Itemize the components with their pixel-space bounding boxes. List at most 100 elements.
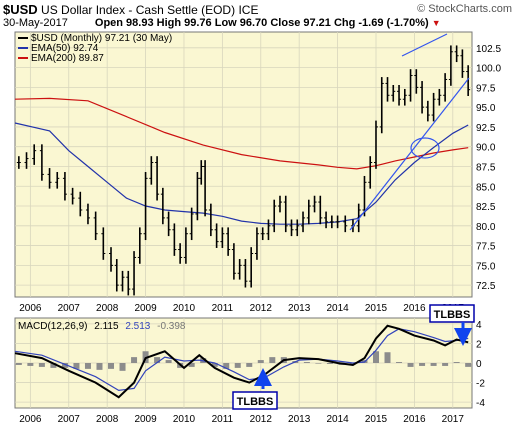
macd-hist-bar — [315, 363, 322, 364]
macd-hist-bar — [384, 352, 391, 363]
macd-title: MACD(12,26,9) — [18, 321, 87, 332]
price-y-tick: 80.0 — [476, 222, 496, 233]
price-y-tick: 77.5 — [476, 242, 496, 253]
ohlc-text: Open 98.93 High 99.76 Low 96.70 Close 97… — [94, 17, 429, 29]
legend-price: $USD (Monthly) 97.21 (30 May) — [31, 33, 172, 44]
tlbbs-upper-label: TLBBS — [434, 309, 471, 321]
macd-hist-bar — [96, 363, 103, 370]
price-x-tick-2013: 2013 — [288, 303, 311, 314]
macd-hist-bar — [407, 363, 414, 367]
price-y-tick: 102.5 — [476, 44, 501, 55]
chart-header-line1: $USD US Dollar Index - Cash Settle (EOD)… — [3, 2, 258, 17]
macd-x-tick-2017: 2017 — [442, 414, 465, 425]
macd-hist-bar — [223, 363, 230, 369]
hist-value: -0.398 — [157, 321, 186, 332]
trendline-support — [349, 77, 470, 231]
price-x-tick-2011: 2011 — [212, 303, 234, 314]
macd-x-tick-2014: 2014 — [326, 414, 349, 425]
price-y-tick: 90.0 — [476, 143, 496, 154]
tlbbs-lower-label: TLBBS — [237, 396, 274, 408]
description: US Dollar Index - Cash Settle (EOD) — [41, 3, 236, 17]
macd-x-tick-2010: 2010 — [173, 414, 196, 425]
macd-x-ticks: 2006 2007 2008 2009 2010 2011 2012 2013 2014 2015… — [19, 414, 464, 425]
macd-hist-bar — [50, 363, 57, 368]
price-y-tick: 100.0 — [476, 64, 501, 75]
price-x-tick-2007: 2007 — [58, 303, 81, 314]
macd-hist-bar — [73, 363, 80, 369]
price-bars — [16, 45, 471, 296]
price-legend: $USD (Monthly) 97.21 (30 May) EMA(50) 92… — [18, 33, 172, 64]
macd-hist-bar — [84, 363, 91, 369]
exchange: ICE — [238, 3, 259, 17]
price-x-tick-2012: 2012 — [250, 303, 273, 314]
macd-hist-bar — [442, 363, 449, 366]
macd-legend: MACD(12,26,9) 2.115 2.513 -0.398 — [18, 321, 186, 332]
price-panel — [14, 31, 473, 298]
macd-hist-bar — [419, 363, 426, 366]
tlbbs-callout-upper: TLBBS — [429, 304, 475, 323]
symbol: $USD — [3, 2, 38, 17]
macd-hist-bar — [453, 362, 460, 363]
chart-header-line2: 30-May-2017 Open 98.93 High 99.76 Low 96… — [3, 17, 441, 29]
price-x-tick-2016: 2016 — [403, 303, 426, 314]
macd-hist-bar — [108, 363, 115, 369]
macd-hist-bar — [465, 363, 472, 367]
macd-y-tick: -4 — [476, 398, 485, 409]
price-y-tick: 85.0 — [476, 182, 496, 193]
macd-x-tick-2012: 2012 — [250, 414, 273, 425]
price-y-tick: 82.5 — [476, 202, 496, 213]
price-y-tick: 75.0 — [476, 261, 496, 272]
macd-x-tick-2007: 2007 — [58, 414, 81, 425]
macd-x-tick-2009: 2009 — [134, 414, 157, 425]
macd-hist-bar — [15, 363, 22, 365]
signal-value: 2.513 — [125, 321, 150, 332]
chg-arrow-icon: ▼ — [431, 18, 441, 28]
price-x-tick-2014: 2014 — [326, 303, 349, 314]
crossover-ellipse — [410, 137, 440, 159]
macd-hist-bar — [372, 351, 379, 363]
macd-hist-bar — [61, 363, 68, 368]
legend-ema50: EMA(50) 92.74 — [31, 43, 99, 54]
price-y-tick: 92.5 — [476, 123, 496, 134]
macd-hist-bar — [430, 363, 437, 366]
macd-y-tick: 2 — [476, 339, 482, 350]
macd-x-tick-2016: 2016 — [403, 414, 426, 425]
macd-y-tick: 4 — [476, 320, 482, 331]
price-x-tick-2009: 2009 — [134, 303, 157, 314]
macd-x-tick-2006: 2006 — [19, 414, 42, 425]
macd-hist-bar — [303, 362, 310, 363]
macd-x-tick-2015: 2015 — [365, 414, 388, 425]
ema50-line — [14, 122, 469, 225]
macd-hist-bar — [188, 363, 195, 367]
watermark: © StockCharts.com — [417, 3, 512, 15]
macd-hist-bar — [257, 360, 264, 363]
price-x-tick-2006: 2006 — [19, 303, 42, 314]
price-x-ticks: 2006 2007 2008 2009 2010 2011 2012 2013 2014 2015… — [19, 303, 464, 314]
macd-y-tick: 0 — [476, 359, 482, 370]
macd-hist-bar — [38, 363, 45, 367]
price-y-tick: 97.5 — [476, 83, 496, 94]
macd-x-tick-2013: 2013 — [288, 414, 311, 425]
price-y-tick: 87.5 — [476, 162, 496, 173]
price-y-tick: 95.0 — [476, 103, 496, 114]
macd-y-tick: -2 — [476, 379, 485, 390]
price-x-tick-2008: 2008 — [96, 303, 119, 314]
date-label: 30-May-2017 — [3, 17, 68, 29]
tlbbs-callout-lower: TLBBS — [232, 391, 278, 410]
trendline-upper — [401, 33, 448, 57]
macd-hist-bar — [211, 363, 218, 367]
macd-hist-bar — [119, 363, 126, 371]
macd-y-ticks: -4 -2 0 2 4 — [476, 320, 485, 409]
macd-hist-bar — [27, 363, 34, 366]
macd-hist-bar — [396, 362, 403, 363]
price-grid — [15, 32, 472, 297]
macd-hist-bar — [234, 363, 241, 368]
price-x-tick-2010: 2010 — [173, 303, 196, 314]
macd-hist-bar — [246, 363, 253, 367]
legend-ema200: EMA(200) 89.87 — [31, 53, 104, 64]
macd-hist-bar — [269, 357, 276, 363]
svg-text:MACD(12,26,9) 2.115: MACD(12,26,9) 2.115 2.513 -0.398 — [18, 321, 186, 332]
price-x-tick-2015: 2015 — [365, 303, 388, 314]
macd-x-tick-2008: 2008 — [96, 414, 119, 425]
